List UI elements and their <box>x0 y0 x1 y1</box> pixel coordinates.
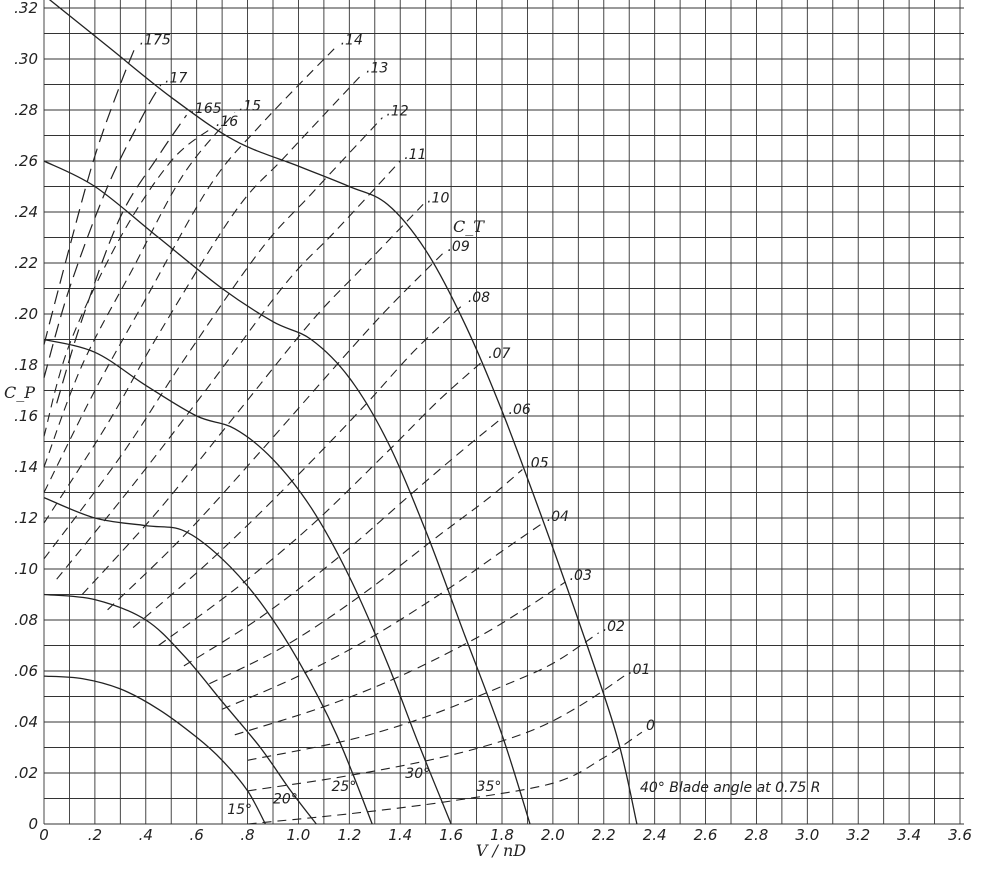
blade-angle-curve-35deg <box>43 160 531 825</box>
ct-curve-label: .175 <box>140 32 171 48</box>
ct-curve-label: .08 <box>468 290 490 306</box>
ct-curve-p16 <box>43 127 213 437</box>
blade-angle-label: 30° <box>405 766 430 782</box>
ct-curve-label: .04 <box>547 509 569 525</box>
ct-curve-p03 <box>234 581 566 736</box>
ct-curve-label: .03 <box>570 568 592 584</box>
y-tick-label: .26 <box>14 152 38 170</box>
x-tick-label: 2.6 <box>694 826 718 844</box>
x-tick-label: .2 <box>88 826 102 844</box>
ct-curve-label: .09 <box>447 239 469 255</box>
y-tick-label: .12 <box>14 509 38 527</box>
y-tick-label: 0 <box>28 815 38 833</box>
y-tick-label: .06 <box>14 662 38 680</box>
ct-curve-label: .14 <box>341 32 363 48</box>
x-tick-label: 3.4 <box>897 826 921 844</box>
x-tick-label: 3.0 <box>795 826 819 844</box>
y-tick-label: .16 <box>14 407 38 425</box>
y-tick-label: .28 <box>14 101 38 119</box>
ct-curve-label: .17 <box>165 71 187 87</box>
x-tick-label: 1.6 <box>439 826 463 844</box>
ct-curve-p175 <box>43 46 137 345</box>
ct-curve-label: .11 <box>404 147 426 163</box>
y-tick-label: .22 <box>14 254 38 272</box>
blade-angle-label: 25° <box>332 779 357 795</box>
x-tick-label: .8 <box>240 826 254 844</box>
ct-curve-p17 <box>43 84 162 378</box>
ct-curve-label: .16 <box>216 114 238 130</box>
blade-angle-curve-15deg <box>43 675 266 825</box>
ct-curve-p165 <box>56 114 187 404</box>
y-tick-label: .04 <box>14 713 38 731</box>
y-tick-label: .18 <box>14 356 38 374</box>
x-tick-label: 1.0 <box>287 826 311 844</box>
ct-curve-p05 <box>209 469 523 685</box>
blade-angle-curve-20deg <box>43 593 317 825</box>
ct-curve-p13 <box>43 73 363 524</box>
x-tick-label: 3.2 <box>846 826 870 844</box>
y-tick-label: .02 <box>14 764 38 782</box>
blade-angle-curve-25deg <box>43 496 373 825</box>
ct-curve-label: .01 <box>628 662 650 678</box>
ct-curve-label: .05 <box>526 456 548 472</box>
y-tick-label: .20 <box>14 305 38 323</box>
ct-family-label: C_T <box>453 217 485 236</box>
ct-curves <box>43 45 643 825</box>
ct-curve-label: .12 <box>386 104 408 120</box>
ct-curve-p14 <box>43 45 337 493</box>
blade-angle-label: 20° <box>273 792 298 808</box>
ct-curve-p08 <box>132 303 465 629</box>
ct-curve-p07 <box>158 359 485 646</box>
blade-angle-caption: 40° Blade angle at 0.75 R <box>640 780 820 796</box>
ct-curve-label: .07 <box>488 346 510 362</box>
ct-curve-label: .02 <box>603 619 625 635</box>
blade-angle-label: 15° <box>227 802 252 818</box>
x-tick-label: 1.4 <box>388 826 412 844</box>
blade-angle-curve-30deg <box>43 338 452 825</box>
x-tick-label: 2.2 <box>592 826 616 844</box>
x-tick-label: .4 <box>139 826 153 844</box>
y-tick-label: .08 <box>14 611 38 629</box>
x-tick-label: 1.2 <box>337 826 361 844</box>
ct-curve-0 <box>247 731 643 825</box>
x-tick-label: 3.6 <box>948 826 972 844</box>
y-tick-label: .14 <box>14 458 38 476</box>
y-axis-label: C_P <box>4 383 35 402</box>
blade-angle-curve-40deg <box>48 0 638 825</box>
x-tick-label: 2.8 <box>745 826 769 844</box>
ct-curve-p06 <box>183 415 505 667</box>
y-tick-label: .32 <box>14 0 38 17</box>
ct-curve-label: .15 <box>239 99 261 115</box>
curve-labels: 0 .01 .02 .03 .04 .05 .06 .07 .08 .09 .10 .11 .12 .13… <box>140 32 655 818</box>
ct-curve-p11 <box>56 160 401 580</box>
ct-curve-p15 <box>43 112 236 468</box>
x-tick-label: 0 <box>39 826 49 844</box>
ct-curve-label: 0 <box>646 718 655 734</box>
x-axis-label: V / nD <box>476 841 526 860</box>
x-tick-label: 2.4 <box>643 826 667 844</box>
grid <box>43 0 964 825</box>
ct-curve-p02 <box>247 632 600 761</box>
x-tick-label: .6 <box>190 826 204 844</box>
ct-curve-label: .13 <box>366 60 388 76</box>
x-tick-label: 1.8 <box>490 826 514 844</box>
x-tick-label: 2.0 <box>541 826 565 844</box>
ct-curve-p09 <box>107 252 444 611</box>
ct-curve-label: .165 <box>190 101 221 117</box>
tick-labels: 0 .2 .4 .6 .8 1.0 1.2 1.4 1.6 1.8 2.0 2.2 2.4 2.6 2.8 3… <box>14 0 972 844</box>
y-tick-label: .24 <box>14 203 38 221</box>
y-tick-label: .10 <box>14 560 38 578</box>
ct-curve-label: .10 <box>427 190 449 206</box>
blade-angle-curves <box>43 0 638 825</box>
blade-angle-label: 35° <box>477 779 502 795</box>
y-tick-label: .30 <box>14 50 38 68</box>
ct-curve-label: .06 <box>509 402 531 418</box>
ct-curve-p04 <box>221 522 544 710</box>
ct-curve-p10 <box>81 204 424 595</box>
ct-curve-p01 <box>247 675 625 792</box>
